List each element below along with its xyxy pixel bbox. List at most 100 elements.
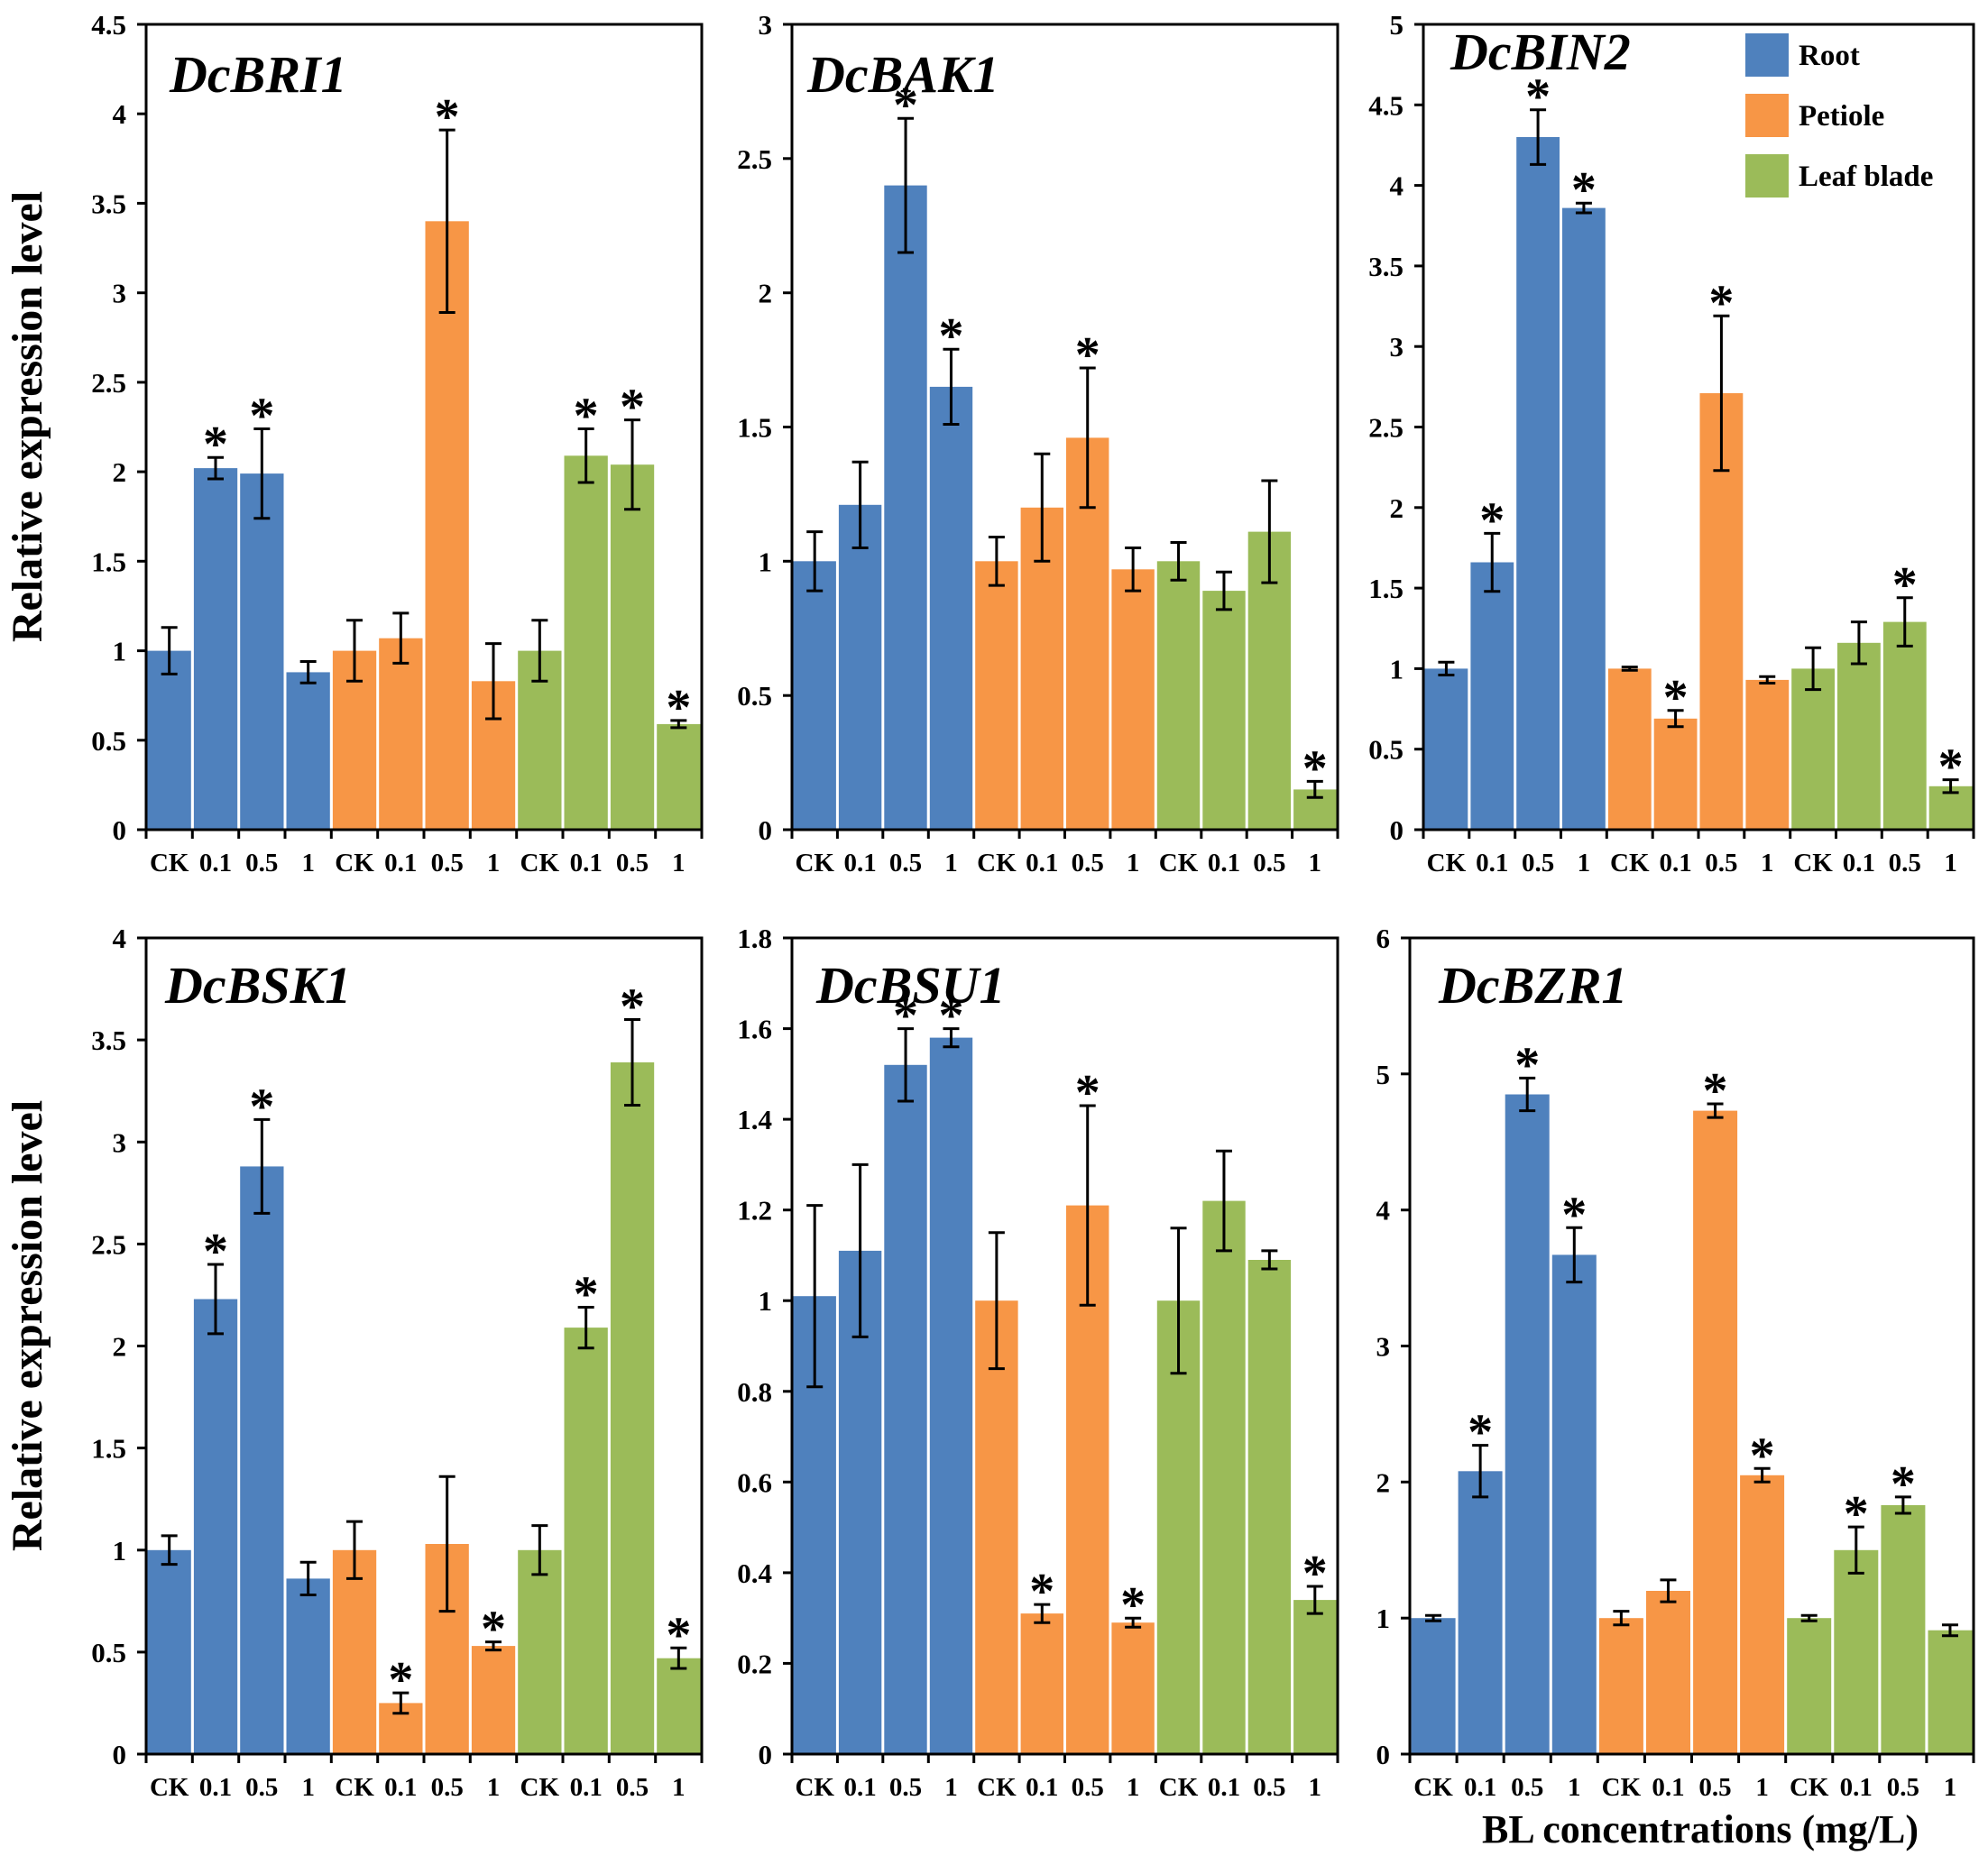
- x-tick-label: 0.1: [1026, 1773, 1058, 1802]
- legend-swatch-leaf-blade: [1745, 154, 1789, 198]
- y-tick-label: 4: [113, 98, 127, 130]
- x-tick-label: 0.5: [1072, 849, 1104, 877]
- error-bar: [1753, 1466, 1771, 1484]
- x-tick-label: 0.5: [616, 1773, 649, 1802]
- x-tick-label: 1: [1944, 849, 1957, 877]
- panel-title: DcBSK1: [164, 956, 351, 1015]
- y-tick-label: 2: [1376, 1466, 1391, 1498]
- x-tick-label: 0.5: [431, 1773, 464, 1802]
- bar: [1156, 1300, 1201, 1754]
- significance-star: *: [1708, 275, 1734, 331]
- y-tick-label: 3.5: [91, 1024, 126, 1056]
- x-tick-label: CK: [335, 849, 374, 877]
- error-bar: [1425, 1613, 1442, 1622]
- error-bar: [670, 1646, 687, 1670]
- y-tick-label: 0: [759, 1739, 773, 1770]
- chart-panels: * * * * * * 0 0.5 1 1.5 2 2.5 3 3.5 4 4.5 CK 0.1 0.5 1 CK 0.1…: [91, 9, 1975, 1802]
- bar: [1745, 679, 1790, 830]
- error-bar: [1942, 778, 1959, 795]
- bar: [1562, 207, 1606, 831]
- y-tick-label: 2.5: [1368, 412, 1404, 444]
- error-bar: [1847, 1525, 1864, 1575]
- error-bar: [1170, 1227, 1187, 1375]
- error-bar: [1306, 779, 1323, 799]
- x-tick-label: CK: [1159, 1773, 1199, 1802]
- chart-panel-dcbri1: * * * * * * 0 0.5 1 1.5 2 2.5 3 3.5 4 4.5 CK 0.1 0.5 1 CK 0.1…: [91, 9, 704, 877]
- x-tick-label: 1: [301, 849, 315, 877]
- error-bar: [988, 536, 1005, 587]
- error-bar: [161, 1534, 178, 1567]
- panel-title: DcBIN2: [1450, 23, 1631, 81]
- error-bar: [1472, 1444, 1489, 1499]
- x-tick-label: 1: [944, 1773, 958, 1802]
- error-bar: [851, 1162, 869, 1338]
- error-bar: [1034, 452, 1051, 563]
- error-bar: [988, 1231, 1005, 1371]
- chart-panel-dcbin2: * * * * * * * 0 0.5 1 1.5 2 2.5 3 3.5 4 4.5 5 CK 0.1 0.5 1 CK 0…: [1368, 9, 1975, 877]
- y-tick-label: 1: [113, 1535, 127, 1567]
- x-tick-label: 0.1: [570, 849, 603, 877]
- x-tick-label: 0.1: [384, 1773, 417, 1802]
- legend-swatch-root: [1745, 33, 1789, 77]
- bar: [1411, 1618, 1456, 1754]
- bar: [1646, 1591, 1690, 1754]
- x-tick-label: CK: [335, 1773, 374, 1802]
- bar: [240, 473, 284, 830]
- error-bar: [346, 1520, 363, 1580]
- x-tick-label: 0.5: [889, 849, 922, 877]
- bar: [1505, 1094, 1550, 1754]
- error-bar: [485, 1640, 502, 1652]
- y-tick-label: 2.5: [91, 367, 126, 399]
- chart-panel-dcbsu1: * * * * * * 0 0.2 0.4 0.6 0.8 1 1.2 1.4 1.6 1.8 CK 0.1 0.5…: [737, 923, 1339, 1802]
- error-bar: [1306, 1585, 1323, 1615]
- bar: [1928, 1630, 1973, 1754]
- error-bar: [1575, 201, 1592, 215]
- x-tick-label: CK: [1413, 1773, 1453, 1802]
- y-tick-label: 0: [1390, 814, 1404, 846]
- x-tick-label: 0.1: [1659, 849, 1691, 877]
- error-bar: [207, 455, 224, 481]
- error-bar: [1621, 666, 1638, 672]
- y-tick-label: 1.6: [737, 1014, 772, 1045]
- error-bar: [346, 619, 363, 683]
- error-bar: [806, 530, 824, 593]
- bar: [1020, 1613, 1063, 1754]
- bar: [286, 672, 330, 830]
- y-tick-label: 0: [113, 814, 127, 846]
- error-bar: [1896, 596, 1913, 648]
- significance-star: *: [249, 1079, 274, 1135]
- significance-star: *: [666, 680, 691, 736]
- error-bar: [1261, 1249, 1278, 1271]
- bar: [1787, 1618, 1832, 1754]
- x-tick-label: 0.5: [245, 849, 278, 877]
- y-tick-label: 1: [1376, 1603, 1391, 1634]
- x-tick-label: 0.1: [384, 849, 417, 877]
- legend: Root Petiole Leaf blade: [1745, 33, 1933, 198]
- significance-star: *: [1479, 492, 1505, 548]
- x-tick-label: 0.5: [245, 1773, 278, 1802]
- significance-star: *: [1120, 1577, 1146, 1633]
- significance-star: *: [666, 1607, 691, 1663]
- x-tick-label: CK: [150, 1773, 189, 1802]
- bar: [610, 1062, 655, 1754]
- x-tick-label: 1: [301, 1773, 315, 1802]
- y-tick-label: 3: [1376, 1331, 1391, 1363]
- x-tick-label: 0.1: [1208, 849, 1240, 877]
- significance-star: *: [1938, 740, 1964, 795]
- y-tick-label: 0.6: [737, 1466, 772, 1498]
- y-tick-label: 0: [1376, 1739, 1391, 1770]
- error-bar: [1667, 709, 1684, 729]
- panel-title: DcBZR1: [1438, 956, 1627, 1015]
- panel-title: DcBAK1: [806, 45, 999, 104]
- significance-star: *: [893, 78, 918, 133]
- error-bar: [1713, 314, 1730, 473]
- x-tick-label: 0.1: [1476, 849, 1508, 877]
- y-tick-label: 0.5: [91, 1637, 126, 1668]
- bar: [147, 650, 191, 830]
- x-tick-label: 1: [1127, 1773, 1140, 1802]
- error-bar: [253, 1117, 271, 1215]
- x-tick-label: 0.5: [616, 849, 649, 877]
- x-tick-label: 1: [1309, 849, 1322, 877]
- significance-star: *: [249, 389, 274, 445]
